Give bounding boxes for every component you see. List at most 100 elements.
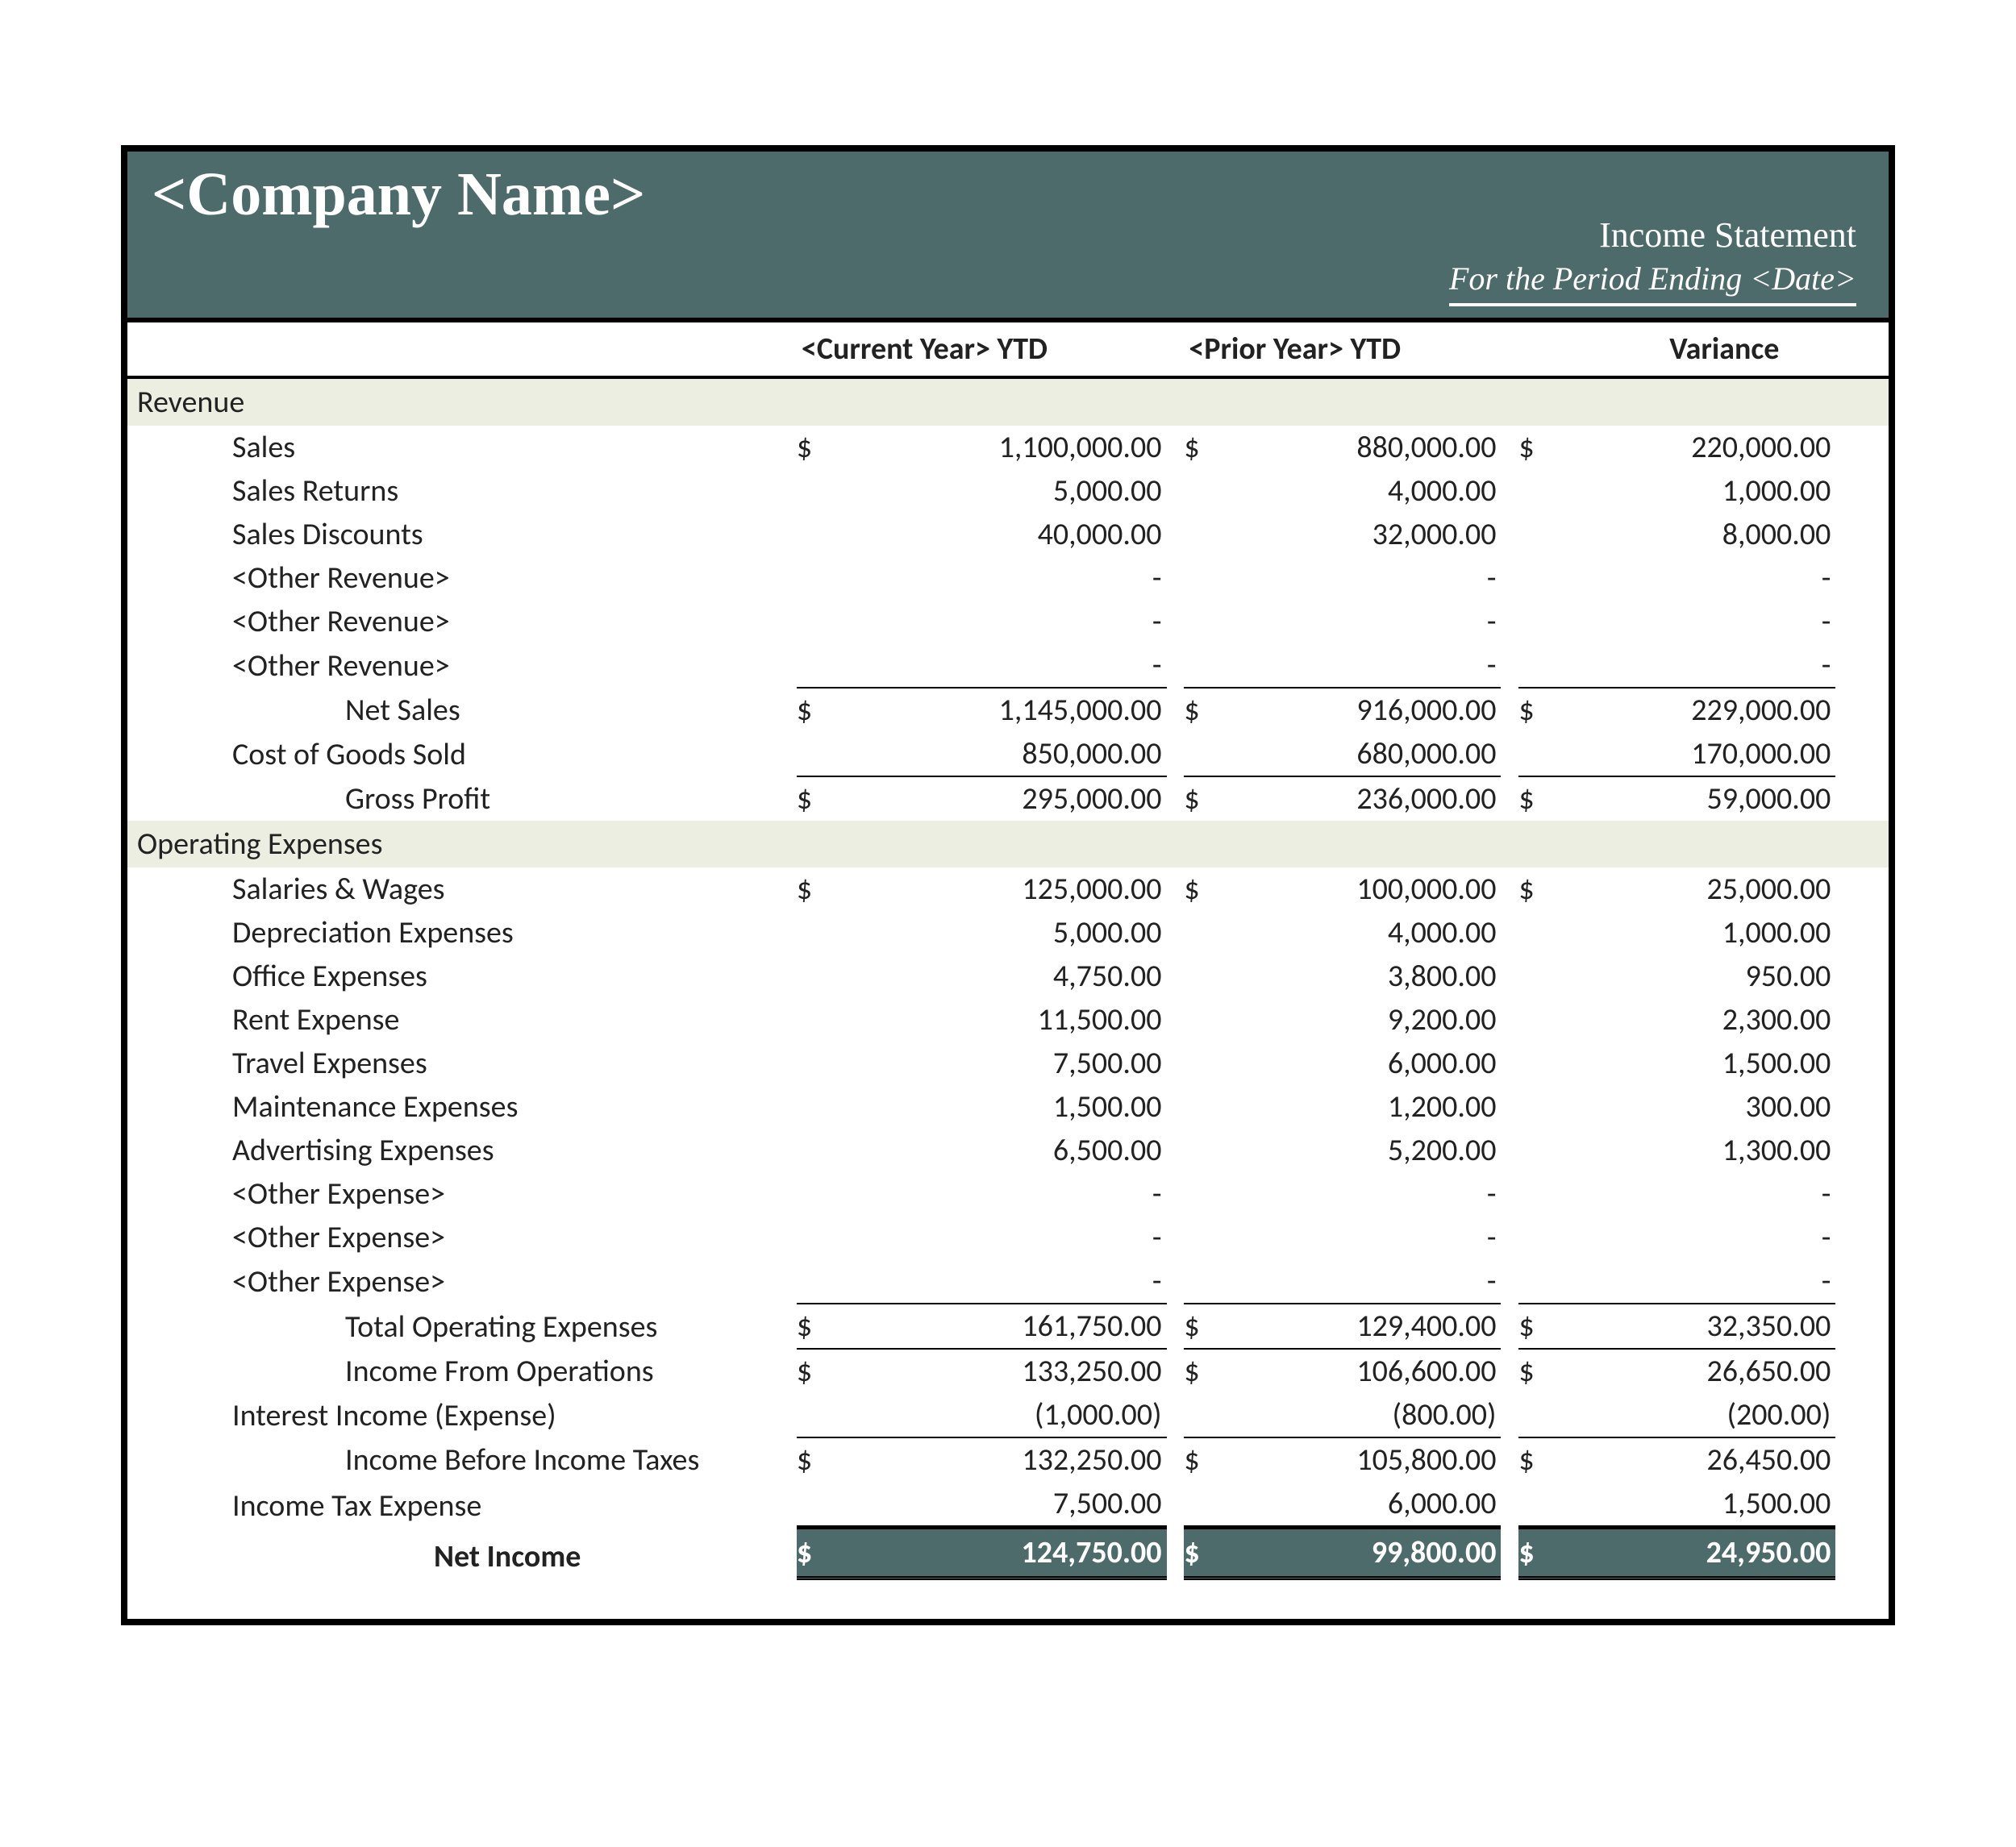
cur-sym: $ [797, 867, 850, 911]
row-other-expense-2: <Other Expense> - - - [127, 1216, 1889, 1259]
pri-sym: $ [1184, 776, 1237, 821]
var-sym: $ [1518, 1528, 1572, 1579]
row-office: Office Expenses 4,750.00 3,800.00 950.00 [127, 955, 1889, 998]
label: Net Sales [127, 688, 797, 732]
cur-sym: $ [797, 1349, 850, 1393]
cur-val: 295,000.00 [849, 776, 1166, 821]
cur-val: - [849, 600, 1166, 643]
pri-val: 916,000.00 [1237, 688, 1502, 732]
pri-val: 236,000.00 [1237, 776, 1502, 821]
var-sym: $ [1518, 426, 1572, 469]
row-sales-discounts: Sales Discounts 40,000.00 32,000.00 8,00… [127, 513, 1889, 556]
label: <Other Revenue> [127, 643, 797, 688]
pri-val: - [1237, 556, 1502, 600]
var-val: 1,500.00 [1572, 1482, 1836, 1528]
label: Sales Discounts [127, 513, 797, 556]
row-advertising: Advertising Expenses 6,500.00 5,200.00 1… [127, 1129, 1889, 1172]
var-val: 220,000.00 [1572, 426, 1836, 469]
row-gross-profit: Gross Profit $ 295,000.00 $ 236,000.00 $… [127, 776, 1889, 821]
col-current: <Current Year> YTD [797, 322, 1167, 377]
cur-val: 124,750.00 [849, 1528, 1166, 1579]
var-sym: $ [1518, 1304, 1572, 1349]
cur-val: - [849, 1216, 1166, 1259]
pri-val: - [1237, 600, 1502, 643]
label: <Other Expense> [127, 1216, 797, 1259]
label: Interest Income (Expense) [127, 1393, 797, 1437]
var-sym: $ [1518, 867, 1572, 911]
var-val: 59,000.00 [1572, 776, 1836, 821]
page: <Company Name> Income Statement For the … [0, 0, 2016, 1847]
section-opex-label: Operating Expenses [127, 821, 1889, 867]
pri-val: 880,000.00 [1237, 426, 1502, 469]
label: Total Operating Expenses [127, 1304, 797, 1349]
label: Office Expenses [127, 955, 797, 998]
pri-sym: $ [1184, 426, 1237, 469]
row-maintenance: Maintenance Expenses 1,500.00 1,200.00 3… [127, 1085, 1889, 1129]
label: Cost of Goods Sold [127, 732, 797, 776]
cur-val: (1,000.00) [849, 1393, 1166, 1437]
label: Income Tax Expense [127, 1482, 797, 1528]
cur-val: 7,500.00 [849, 1042, 1166, 1085]
cur-sym: $ [797, 426, 850, 469]
row-depreciation: Depreciation Expenses 5,000.00 4,000.00 … [127, 911, 1889, 955]
var-val: 25,000.00 [1572, 867, 1836, 911]
label: Sales Returns [127, 469, 797, 513]
label: <Other Revenue> [127, 556, 797, 600]
var-val: 26,450.00 [1572, 1437, 1836, 1482]
row-net-sales: Net Sales $ 1,145,000.00 $ 916,000.00 $ … [127, 688, 1889, 732]
cur-val: - [849, 556, 1166, 600]
label: Net Income [127, 1528, 797, 1579]
cur-val: 6,500.00 [849, 1129, 1166, 1172]
var-val: - [1572, 643, 1836, 688]
label: <Other Revenue> [127, 600, 797, 643]
label: Travel Expenses [127, 1042, 797, 1085]
pri-val: 5,200.00 [1237, 1129, 1502, 1172]
pri-val: 100,000.00 [1237, 867, 1502, 911]
label: Income From Operations [127, 1349, 797, 1393]
row-rent: Rent Expense 11,500.00 9,200.00 2,300.00 [127, 998, 1889, 1042]
cur-val: 161,750.00 [849, 1304, 1166, 1349]
label: <Other Expense> [127, 1172, 797, 1216]
var-val: - [1572, 1216, 1836, 1259]
var-val: - [1572, 556, 1836, 600]
cur-val: - [849, 1259, 1166, 1304]
pri-sym: $ [1184, 867, 1237, 911]
pri-val: (800.00) [1237, 1393, 1502, 1437]
cur-val: 1,145,000.00 [849, 688, 1166, 732]
row-other-revenue-3: <Other Revenue> - - - [127, 643, 1889, 688]
pri-sym: $ [1184, 1528, 1237, 1579]
row-net-income: Net Income $ 124,750.00 $ 99,800.00 $ 24… [127, 1528, 1889, 1579]
pri-val: - [1237, 1216, 1502, 1259]
pri-val: - [1237, 1172, 1502, 1216]
pri-val: 3,800.00 [1237, 955, 1502, 998]
cur-val: 125,000.00 [849, 867, 1166, 911]
period-line: For the Period Ending <Date> [1449, 256, 1856, 306]
label: Salaries & Wages [127, 867, 797, 911]
var-sym: $ [1518, 1349, 1572, 1393]
spacer-row [127, 1579, 1889, 1620]
cur-val: 4,750.00 [849, 955, 1166, 998]
cur-val: 5,000.00 [849, 911, 1166, 955]
var-val: 2,300.00 [1572, 998, 1836, 1042]
var-sym: $ [1518, 1437, 1572, 1482]
pri-val: 32,000.00 [1237, 513, 1502, 556]
var-val: 24,950.00 [1572, 1528, 1836, 1579]
row-sales: Sales $ 1,100,000.00 $ 880,000.00 $ 220,… [127, 426, 1889, 469]
var-val: 229,000.00 [1572, 688, 1836, 732]
label: Rent Expense [127, 998, 797, 1042]
pri-sym: $ [1184, 1304, 1237, 1349]
cur-val: 1,100,000.00 [849, 426, 1166, 469]
pri-val: 129,400.00 [1237, 1304, 1502, 1349]
row-income-tax-expense: Income Tax Expense 7,500.00 6,000.00 1,5… [127, 1482, 1889, 1528]
label: <Other Expense> [127, 1259, 797, 1304]
var-val: 170,000.00 [1572, 732, 1836, 776]
label: Maintenance Expenses [127, 1085, 797, 1129]
var-val: 32,350.00 [1572, 1304, 1836, 1349]
pri-sym: $ [1184, 688, 1237, 732]
var-val: 950.00 [1572, 955, 1836, 998]
cur-sym: $ [797, 1304, 850, 1349]
var-val: 26,650.00 [1572, 1349, 1836, 1393]
row-income-before-taxes: Income Before Income Taxes $ 132,250.00 … [127, 1437, 1889, 1482]
row-other-revenue-1: <Other Revenue> - - - [127, 556, 1889, 600]
pri-val: 4,000.00 [1237, 469, 1502, 513]
